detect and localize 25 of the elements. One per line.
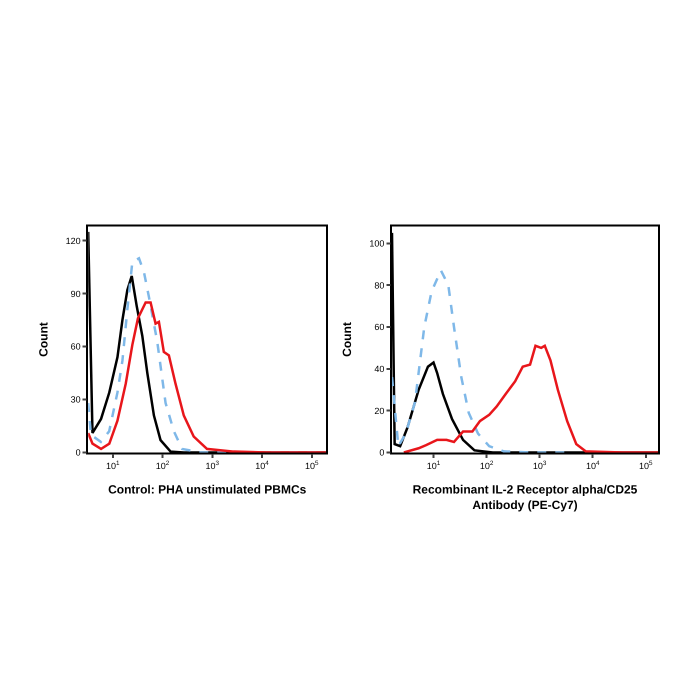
y-tick-label: 60: [374, 322, 384, 332]
y-tick-label: 0: [379, 448, 384, 458]
x-tick-label: 10$^{3}$: [206, 460, 220, 471]
x-tick-label: 10$^{3}$: [532, 460, 547, 471]
x-tick-label: 10$^{2}$: [480, 460, 494, 471]
y-tick-label: 100: [369, 238, 384, 248]
x-tick-label: 10$^{2}$: [156, 460, 170, 471]
x-tick-label: 10$^{4}$: [255, 460, 270, 471]
y-tick-label: 120: [66, 236, 81, 246]
y-tick-label: 60: [70, 342, 81, 352]
x-axis-title: Control: PHA unstimulated PBMCs: [108, 482, 307, 496]
x-tick-label: 10$^{1}$: [106, 460, 120, 471]
y-tick-label: 90: [70, 288, 81, 299]
y-tick-label: 80: [374, 280, 384, 290]
y-tick-label: 0: [76, 448, 81, 458]
x-tick-label: 10$^{4}$: [586, 460, 600, 471]
y-tick-label: 40: [374, 364, 384, 374]
x-tick-label: 10$^{5}$: [639, 460, 654, 471]
x-axis-title: Recombinant IL-2 Receptor alpha/CD25 Antibody (PE-Cy7): [412, 482, 638, 512]
y-tick-label: 30: [70, 394, 81, 405]
y-axis-title: Count: [36, 322, 50, 357]
y-axis-title: Count: [340, 322, 354, 357]
x-tick-label: 10$^{5}$: [305, 460, 320, 471]
x-tick-label: 10$^{1}$: [426, 460, 441, 471]
y-tick-label: 20: [374, 406, 384, 416]
